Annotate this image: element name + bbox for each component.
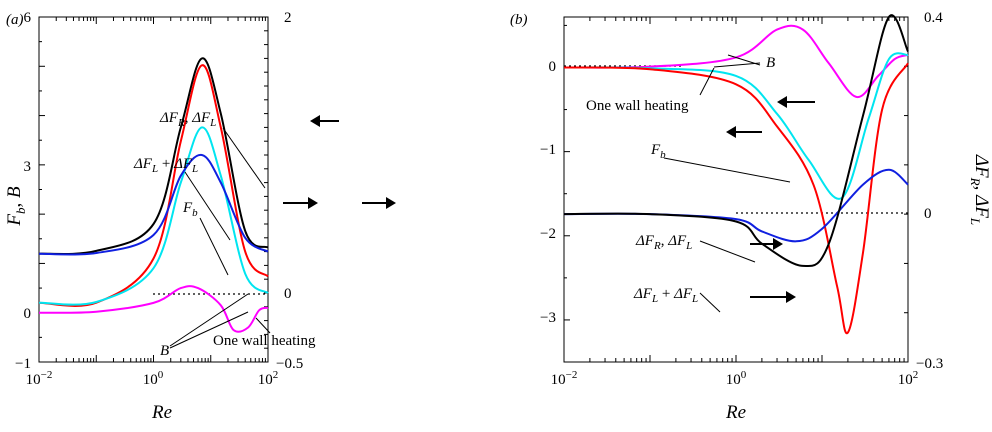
a-ytick-minus1: −1 [15, 356, 31, 372]
b-ytick-minus3: −3 [540, 310, 556, 326]
b-annotation-b: B [766, 55, 775, 71]
a-series-line-5 [38, 285, 269, 333]
b-annotation-dfl-sum: ΔFL + ΔFL [633, 286, 698, 305]
b-annotation-one-wall-heating: One wall heating [586, 98, 689, 114]
b-axis-arrows [726, 96, 815, 303]
a-ytick-right-2: 2 [284, 10, 292, 26]
a-xtick-1e2: 102 [258, 369, 279, 388]
panel-b-series [563, 14, 909, 335]
a-ytick-6: 6 [24, 10, 32, 26]
b-ytick-right-04: 0.4 [924, 10, 943, 26]
a-series-line-3 [38, 126, 269, 306]
panel-a: (a) 6 3 0 −1 2 0 −0.5 10−2 100 102 Re Fb… [4, 10, 396, 423]
a-xlabel: Re [151, 402, 172, 423]
panel-a-ticks [38, 16, 268, 363]
panel-b-frame [563, 16, 909, 363]
b-series-line-5 [563, 14, 909, 267]
b-ytick-minus2: −2 [540, 226, 556, 242]
a-ytick-right-0: 0 [284, 286, 292, 302]
a-series-line-4 [38, 153, 269, 256]
panel-b: (b) 0 −1 −2 −3 0.4 0 −0.3 10−2 100 102 R… [510, 10, 992, 423]
panel-a-frame [38, 16, 269, 363]
b-leader-lines [663, 54, 791, 313]
panel-b-ticks [563, 16, 908, 363]
a-xtick-1e-2: 10−2 [26, 369, 53, 388]
a-ytick-3: 3 [24, 159, 32, 175]
b-ytick-minus1: −1 [540, 142, 556, 158]
a-xtick-1e0: 100 [143, 369, 164, 388]
a-ylabel: Fb, B [4, 186, 28, 227]
a-series-line-1 [38, 57, 269, 255]
b-annotation-dfr-dfl: ΔFR, ΔFL [635, 233, 692, 252]
a-annotation-fb: Fb [182, 200, 198, 219]
b-series-line-3 [563, 62, 909, 335]
b-xlabel: Re [725, 402, 746, 423]
panel-b-label: (b) [510, 12, 528, 28]
b-ytick-right-0: 0 [924, 206, 932, 222]
b-series-line-2 [563, 52, 909, 200]
b-ytick-right-minus03: −0.3 [916, 356, 943, 372]
a-annotation-dfr-dfl: ΔFR, ΔFL [159, 110, 216, 129]
b-ylabel-right: ΔFR, ΔFL [968, 154, 992, 225]
a-axis-arrows [283, 115, 396, 209]
b-series-line-4 [563, 168, 909, 243]
a-annotation-dfl-sum: ΔFL + ΔFL [133, 156, 198, 175]
a-ytick-0: 0 [24, 306, 32, 322]
a-annotation-one-wall-heating: One wall heating [213, 333, 316, 349]
a-annotation-b: B [160, 343, 169, 359]
b-xtick-1e-2: 10−2 [551, 369, 578, 388]
b-xtick-1e0: 100 [726, 369, 747, 388]
b-ytick-0: 0 [549, 59, 557, 75]
b-annotation-fb: Fb [650, 142, 666, 161]
a-leader-lines [169, 127, 271, 349]
panel-a-label: (a) [6, 12, 24, 28]
panel-a-series [38, 57, 269, 333]
a-ytick-right-minus05: −0.5 [276, 356, 303, 372]
b-series-line-1 [563, 24, 909, 98]
b-xtick-1e2: 102 [898, 369, 919, 388]
